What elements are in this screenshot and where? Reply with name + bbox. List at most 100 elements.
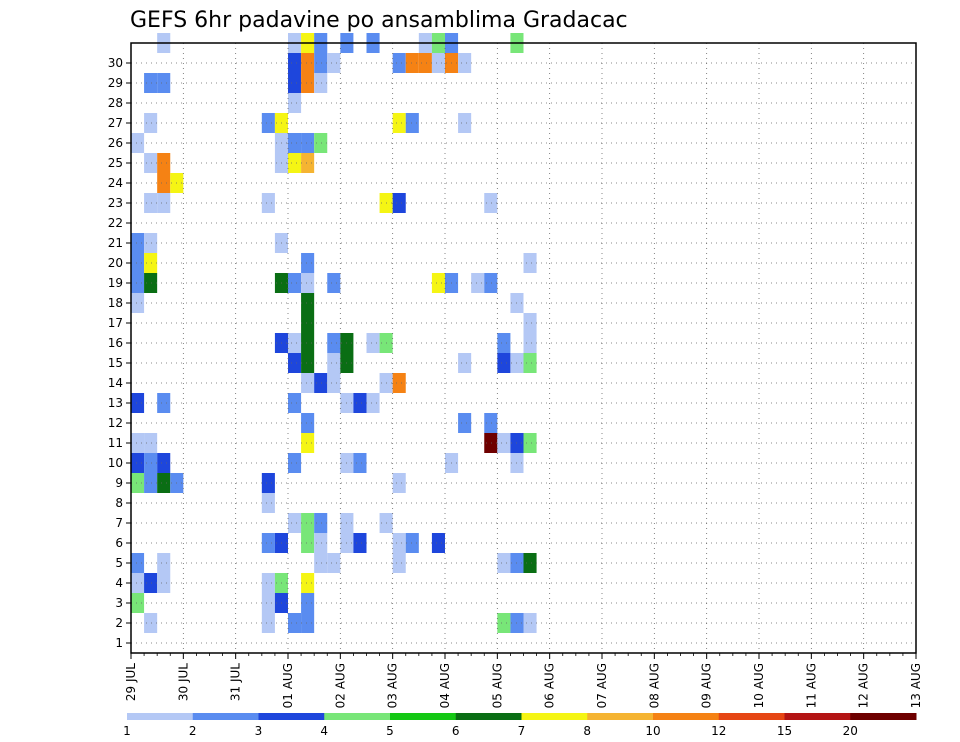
x-tick-label: 11 AUG — [804, 663, 818, 708]
x-tick-label: 12 AUG — [857, 663, 871, 708]
y-tick-label: 5 — [115, 556, 123, 570]
heatmap-cell — [431, 533, 445, 553]
y-tick-label: 19 — [108, 276, 123, 290]
heatmap-cell — [261, 573, 275, 593]
heatmap-cell — [157, 73, 171, 93]
heatmap-cell — [314, 373, 328, 393]
heatmap-cell — [144, 253, 158, 273]
heatmap-cell — [261, 113, 275, 133]
heatmap-cell — [288, 133, 302, 153]
heatmap-cell — [301, 153, 315, 173]
y-tick-label: 29 — [108, 76, 123, 90]
heatmap-cell — [523, 313, 537, 333]
heatmap-cells — [131, 33, 537, 633]
heatmap-cell — [157, 453, 171, 473]
x-tick-label: 05 AUG — [490, 663, 504, 708]
y-tick-label: 27 — [108, 116, 123, 130]
heatmap-cell — [157, 473, 171, 493]
x-tick-label: 01 AUG — [281, 663, 295, 708]
colorbar-segment — [192, 713, 259, 720]
heatmap-cell — [458, 113, 472, 133]
heatmap-cell — [301, 73, 315, 93]
heatmap-cell — [314, 513, 328, 533]
heatmap-cell — [157, 153, 171, 173]
heatmap-cell — [431, 273, 445, 293]
colorbar-label: 15 — [777, 724, 792, 738]
heatmap-cell — [131, 593, 145, 613]
colorbar-segment — [324, 713, 391, 720]
heatmap-cell — [261, 533, 275, 553]
heatmap-cell — [392, 113, 406, 133]
colorbar-label: 6 — [452, 724, 460, 738]
heatmap-cell — [301, 313, 315, 333]
chart-title: GEFS 6hr padavine po ansamblima Gradacac — [130, 8, 628, 33]
heatmap-cell — [157, 173, 171, 193]
heatmap-cell — [497, 353, 511, 373]
heatmap-cell — [392, 373, 406, 393]
colorbar-label: 10 — [645, 724, 660, 738]
heatmap-cell — [484, 413, 498, 433]
x-tick-label: 09 AUG — [700, 663, 714, 708]
heatmap-cell — [314, 533, 328, 553]
y-tick-label: 15 — [108, 356, 123, 370]
heatmap-cell — [144, 473, 158, 493]
y-tick-label: 12 — [108, 416, 123, 430]
heatmap-cell — [131, 133, 145, 153]
y-tick-label: 25 — [108, 156, 123, 170]
colorbar-label: 20 — [843, 724, 858, 738]
colorbar-segment — [587, 713, 654, 720]
heatmap-cell — [301, 513, 315, 533]
heatmap-cell — [405, 53, 419, 73]
heatmap-cell — [458, 53, 472, 73]
y-tick-label: 28 — [108, 96, 123, 110]
heatmap-cell — [301, 333, 315, 353]
colorbar-label: 2 — [189, 724, 197, 738]
y-tick-label: 22 — [108, 216, 123, 230]
heatmap-cell — [288, 353, 302, 373]
y-tick-label: 6 — [115, 536, 123, 550]
colorbar-label: 5 — [386, 724, 394, 738]
y-tick-label: 18 — [108, 296, 123, 310]
y-tick-label: 24 — [108, 176, 123, 190]
heatmap-cell — [484, 193, 498, 213]
heatmap-cell — [484, 433, 498, 453]
x-axis: 29 JUL 30 JUL 31 JUL 01 AUG 02 AUG 03 AUG 04 A… — [124, 653, 923, 708]
heatmap-cell — [353, 393, 367, 413]
heatmap-cell — [523, 613, 537, 633]
heatmap-cell — [523, 333, 537, 353]
y-tick-label: 3 — [115, 596, 123, 610]
heatmap-cell — [418, 53, 432, 73]
heatmap-cell — [484, 273, 498, 293]
heatmap-cell — [431, 53, 445, 73]
heatmap-cell — [131, 393, 145, 413]
heatmap-cell — [157, 393, 171, 413]
heatmap-cell — [301, 613, 315, 633]
heatmap-cell — [523, 253, 537, 273]
x-tick-label: 08 AUG — [647, 663, 661, 708]
y-tick-label: 17 — [108, 316, 123, 330]
heatmap-cell — [327, 273, 341, 293]
heatmap-cell — [131, 433, 145, 453]
heatmap-cell — [144, 153, 158, 173]
y-tick-label: 1 — [115, 636, 123, 650]
heatmap-cell — [497, 553, 511, 573]
heatmap-cell — [131, 253, 145, 273]
heatmap-cell — [144, 433, 158, 453]
heatmap-cell — [497, 433, 511, 453]
heatmap-cell — [327, 333, 341, 353]
y-tick-label: 23 — [108, 196, 123, 210]
heatmap-cell — [288, 333, 302, 353]
heatmap-cell — [301, 273, 315, 293]
heatmap-cell — [288, 53, 302, 73]
heatmap-cell — [131, 293, 145, 313]
colorbar-label: 12 — [711, 724, 726, 738]
heatmap-cell — [327, 553, 341, 573]
colorbar-segment — [521, 713, 588, 720]
heatmap-cell — [261, 493, 275, 513]
grid-lines — [131, 43, 916, 653]
y-tick-label: 7 — [115, 516, 123, 530]
colorbar-label: 4 — [320, 724, 328, 738]
colorbar-segment — [784, 713, 851, 720]
heatmap-cell — [288, 73, 302, 93]
heatmap-cell — [157, 193, 171, 213]
